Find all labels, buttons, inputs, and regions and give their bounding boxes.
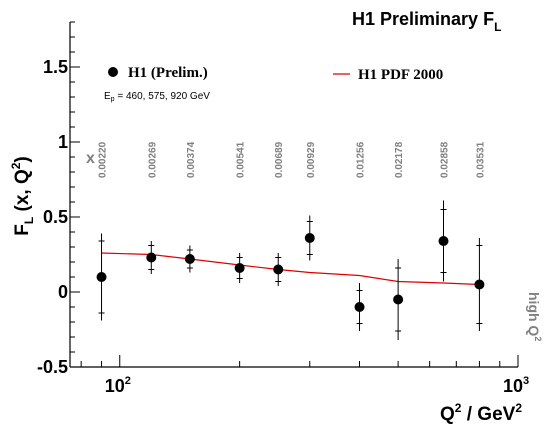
legend-marker-prelim — [108, 67, 118, 77]
x-ticks — [80, 355, 519, 367]
x-tick-labels: 102 103 — [105, 375, 529, 396]
y-tick-label: 0 — [58, 282, 68, 302]
x-value-label: 0.03531 — [475, 141, 486, 178]
y-tick-label: 1.5 — [43, 57, 68, 77]
x-tick-label: 103 — [503, 375, 529, 396]
x-tick-label-base: 10 — [105, 376, 125, 396]
x-value-label: 0.00689 — [274, 141, 285, 178]
y-tick-label: -0.5 — [37, 357, 68, 377]
x-tick-label-exponent: 3 — [523, 375, 529, 387]
x-tick-label-base: 10 — [503, 376, 523, 396]
beam-energy-annotation: Ep = 460, 575, 920 GeV — [104, 91, 210, 103]
x-value-labels: 0.00220 0.00269 0.00374 0.00541 0.00689 0.009… — [98, 141, 487, 178]
y-axis-label: FL (x, Q2) — [9, 156, 36, 235]
x-value-label: 0.00374 — [186, 141, 197, 178]
data-points — [96, 200, 485, 340]
x-value-label: 0.00929 — [306, 141, 317, 178]
data-point — [304, 233, 315, 243]
data-point — [146, 252, 157, 263]
series-line-h1-pdf-2000 — [101, 252, 480, 286]
x-axis-label: Q2 / GeV2 — [440, 401, 522, 425]
y-ticks — [70, 21, 80, 368]
y-tick-label: 1 — [58, 132, 68, 152]
data-point — [354, 302, 365, 312]
x-value-label: 0.02178 — [394, 141, 405, 178]
x-value-label: 0.00220 — [98, 141, 109, 178]
y-tick-label: 0.5 — [43, 207, 68, 227]
y-tick-labels: -0.5 0 0.5 1 1.5 — [37, 57, 68, 377]
x-value-label: 0.00269 — [147, 141, 158, 178]
data-point — [96, 272, 107, 282]
x-value-label: 0.00541 — [236, 141, 247, 178]
x-value-label: 0.01256 — [356, 141, 367, 178]
x-tick-label: 102 — [105, 375, 131, 396]
data-point — [273, 264, 284, 275]
data-point — [393, 294, 404, 305]
data-point — [474, 279, 485, 290]
chart-title: H1 Preliminary FL — [352, 9, 501, 34]
data-point — [438, 236, 449, 246]
data-point — [234, 263, 245, 273]
x-tick-label-exponent: 2 — [125, 375, 131, 387]
legend-label-pdf: H1 PDF 2000 — [358, 67, 443, 83]
x-marker-label: x — [86, 150, 95, 167]
x-value-label: 0.02858 — [439, 141, 450, 178]
legend-label-prelim: H1 (Prelim.) — [128, 65, 208, 81]
data-point — [184, 254, 195, 264]
high-q2-label: high Q2 — [526, 292, 543, 341]
